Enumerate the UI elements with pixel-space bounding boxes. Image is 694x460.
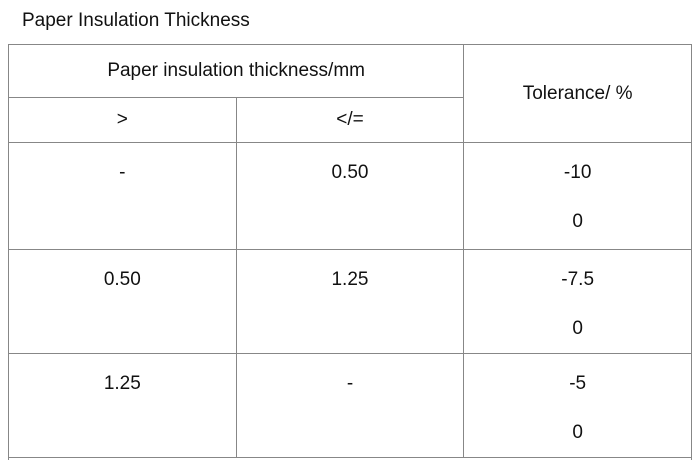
page-title: Paper Insulation Thickness xyxy=(22,10,250,31)
header-row-subcolumns: > </= xyxy=(8,97,692,143)
thickness-group-header: Paper insulation thickness/mm xyxy=(7,44,465,98)
tolerance-cell: -7.5 0 xyxy=(463,249,692,354)
thickness-lte-cell: - xyxy=(235,353,465,458)
empty-line xyxy=(9,197,236,246)
partial-row-cell xyxy=(8,457,692,460)
table-row: 1.25 - -5 0 xyxy=(8,353,692,458)
empty-line xyxy=(9,304,236,353)
thickness-lte-value: - xyxy=(346,372,354,394)
thickness-gt-cell: 1.25 xyxy=(8,353,237,458)
thickness-gt-value: 0.50 xyxy=(103,268,141,290)
table-row: - 0.50 -10 0 xyxy=(8,142,692,250)
thickness-lte-cell: 1.25 xyxy=(235,249,465,354)
thickness-lte-value: 0.50 xyxy=(331,161,369,183)
col-header-greater-than: > xyxy=(8,97,237,143)
tolerance-min-value: -7.5 xyxy=(561,268,595,290)
col-header-less-or-equal: </= xyxy=(235,97,465,143)
insulation-thickness-table: Paper insulation thickness/mm Tolerance/… xyxy=(7,44,692,460)
tolerance-max-value: 0 xyxy=(572,210,583,232)
thickness-gt-value: - xyxy=(119,161,126,183)
tolerance-min-value: -10 xyxy=(563,161,592,183)
tolerance-cell: -10 0 xyxy=(463,142,692,250)
table-row-partial xyxy=(8,457,692,460)
tolerance-cell: -5 0 xyxy=(463,353,692,458)
thickness-lte-value: 1.25 xyxy=(331,268,369,290)
thickness-gt-value: 1.25 xyxy=(103,372,141,394)
empty-line xyxy=(9,408,236,457)
tolerance-max-value: 0 xyxy=(572,317,583,339)
empty-line xyxy=(237,304,464,353)
empty-line xyxy=(237,197,464,246)
tolerance-min-value: -5 xyxy=(569,372,587,394)
header-row-group: Paper insulation thickness/mm Tolerance/… xyxy=(7,44,692,143)
table-row: 0.50 1.25 -7.5 0 xyxy=(8,249,692,354)
thickness-gt-cell: 0.50 xyxy=(8,249,237,354)
thickness-lte-cell: 0.50 xyxy=(235,142,465,250)
thickness-gt-cell: - xyxy=(8,142,237,250)
tolerance-header: Tolerance/ % xyxy=(463,44,692,143)
empty-line xyxy=(237,408,464,457)
tolerance-max-value: 0 xyxy=(572,421,583,443)
